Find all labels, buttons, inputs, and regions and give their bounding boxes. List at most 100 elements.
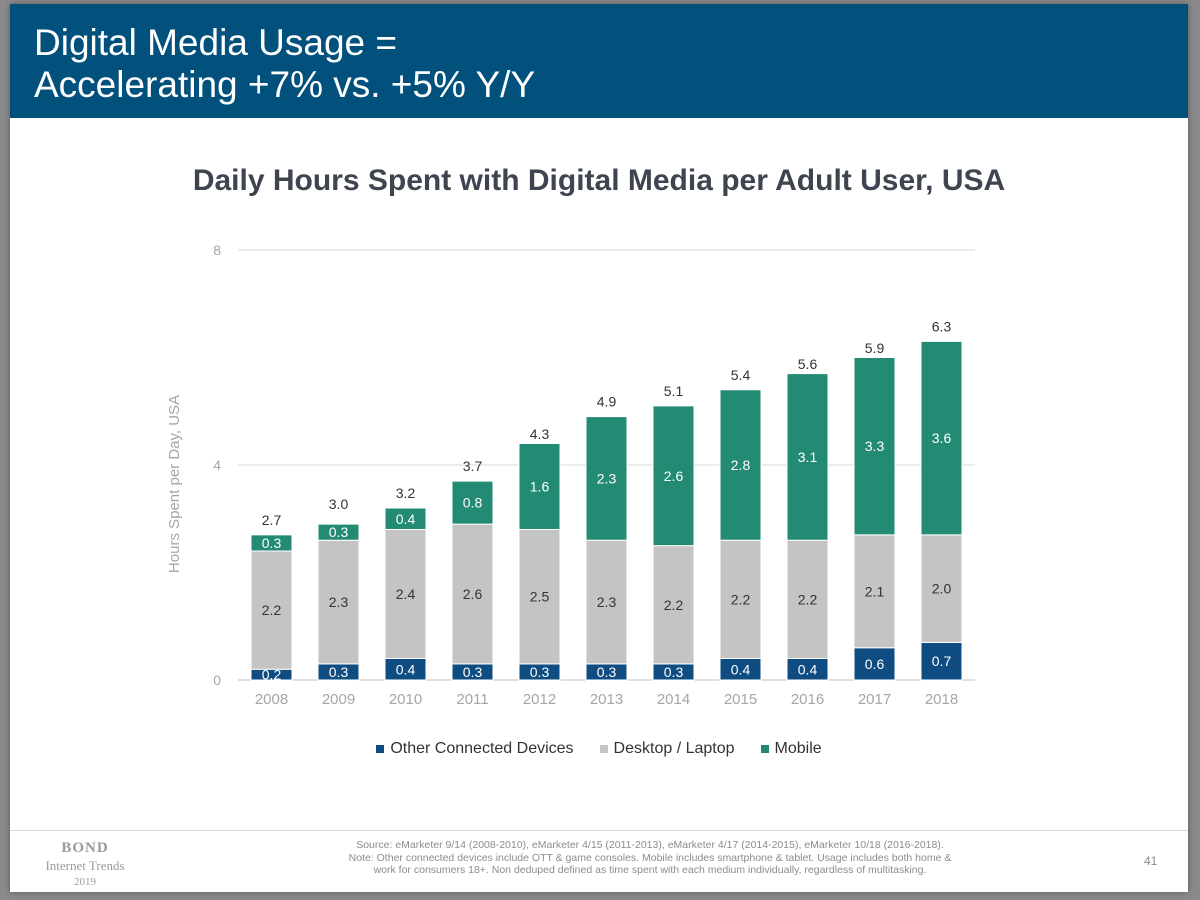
bar-desktop-laptop <box>317 539 360 665</box>
logo-subtitle: Internet Trends <box>45 858 125 873</box>
data-label-mobile: 3.6 <box>932 430 952 446</box>
bar-desktop-laptop <box>719 539 762 659</box>
data-label-other-connected-devices: 0.4 <box>798 661 818 677</box>
bond-logo: BOND Internet Trends 2019 <box>30 840 140 891</box>
logo-year: 2019 <box>74 876 96 888</box>
source-note: Source: eMarketer 9/14 (2008-2010), eMar… <box>310 839 990 877</box>
source-line-2: Note: Other connected devices include OT… <box>348 851 952 864</box>
total-label: 3.7 <box>463 458 483 474</box>
y-tick-label: 8 <box>213 242 221 258</box>
legend-swatch-other-devices <box>376 745 385 753</box>
bar-mobile <box>451 480 494 525</box>
y-tick-label: 4 <box>213 457 221 473</box>
bar-desktop-laptop <box>853 534 896 649</box>
slide: Digital Media Usage = Accelerating +7% v… <box>10 4 1188 892</box>
total-label: 2.7 <box>262 512 282 528</box>
data-label-mobile: 3.1 <box>798 449 818 465</box>
x-tick-label: 2010 <box>389 691 422 708</box>
data-label-desktop-laptop: 2.3 <box>329 594 349 610</box>
data-label-desktop-laptop: 2.2 <box>731 591 751 607</box>
header-banner: Digital Media Usage = Accelerating +7% v… <box>10 4 1188 118</box>
data-label-desktop-laptop: 2.6 <box>463 586 483 602</box>
data-label-mobile: 3.3 <box>865 438 885 454</box>
data-label-other-connected-devices: 0.3 <box>597 664 617 680</box>
bar-desktop-laptop <box>250 550 293 670</box>
data-label-mobile: 0.3 <box>262 535 282 551</box>
slide-title: Digital Media Usage = Accelerating +7% v… <box>34 22 1134 106</box>
data-label-other-connected-devices: 0.4 <box>396 661 416 677</box>
source-line-3: work for consumers 18+. Non deduped defi… <box>373 864 927 876</box>
x-tick-label: 2014 <box>657 691 690 708</box>
total-label: 4.9 <box>597 394 617 410</box>
legend-item-desktop-laptop: Desktop / Laptop <box>599 740 735 758</box>
x-tick-label: 2017 <box>858 691 891 708</box>
y-tick-label: 0 <box>213 672 221 688</box>
bar-desktop-laptop <box>585 539 628 665</box>
x-tick-label: 2008 <box>255 691 288 708</box>
data-label-other-connected-devices: 0.3 <box>664 664 684 680</box>
x-tick-label: 2018 <box>925 691 958 708</box>
bar-mobile <box>920 340 963 536</box>
source-line-1: Source: eMarketer 9/14 (2008-2010), eMar… <box>356 839 944 851</box>
y-axis-label: Hours Spent per Day, USA <box>166 395 183 573</box>
total-label: 5.6 <box>798 356 818 372</box>
data-label-desktop-laptop: 2.2 <box>664 597 684 613</box>
data-label-other-connected-devices: 0.2 <box>262 667 282 683</box>
bar-mobile <box>518 443 561 530</box>
bar-desktop-laptop <box>786 539 829 659</box>
x-tick-label: 2009 <box>322 691 355 708</box>
data-label-mobile: 1.6 <box>530 479 550 495</box>
x-tick-label: 2016 <box>791 691 824 708</box>
total-label: 6.3 <box>932 318 952 334</box>
total-label: 5.1 <box>664 383 684 399</box>
legend-item-other-devices: Other Connected Devices <box>376 740 574 758</box>
data-label-desktop-laptop: 2.1 <box>865 583 885 599</box>
data-label-desktop-laptop: 2.3 <box>597 594 617 610</box>
data-label-desktop-laptop: 2.4 <box>396 586 416 602</box>
data-label-other-connected-devices: 0.3 <box>530 664 550 680</box>
footer-divider <box>10 830 1188 831</box>
bar-mobile <box>853 357 896 536</box>
stacked-bar-chart: 0 4 8 Hours Spent per Day, USA 0.2 2.2 0.3 2.7 2… <box>166 242 975 708</box>
bar-other-connected-devices <box>920 641 963 681</box>
bar-mobile <box>250 534 293 552</box>
legend-swatch-mobile <box>760 745 769 753</box>
data-label-mobile: 0.8 <box>463 495 483 511</box>
bar-other-connected-devices <box>853 647 896 681</box>
logo-name: BOND <box>61 840 109 856</box>
legend-label-other-devices: Other Connected Devices <box>390 740 574 757</box>
data-label-other-connected-devices: 0.6 <box>865 656 885 672</box>
bar-mobile <box>719 389 762 541</box>
bar-mobile <box>384 507 427 530</box>
data-label-mobile: 2.6 <box>664 468 684 484</box>
data-label-mobile: 2.3 <box>597 470 617 486</box>
chart-legend: Other Connected Devices Desktop / Laptop… <box>10 740 1188 758</box>
bar-desktop-laptop <box>451 523 494 665</box>
bar-desktop-laptop <box>652 545 695 665</box>
x-tick-label: 2012 <box>523 691 556 708</box>
total-label: 5.9 <box>865 340 885 356</box>
data-label-desktop-laptop: 2.0 <box>932 581 952 597</box>
slide-title-line-1: Digital Media Usage = <box>34 22 397 63</box>
slide-title-line-2: Accelerating +7% vs. +5% Y/Y <box>34 64 536 105</box>
legend-label-mobile: Mobile <box>774 740 822 757</box>
bar-mobile <box>317 523 360 541</box>
total-label: 3.0 <box>329 496 349 512</box>
chart-title: Daily Hours Spent with Digital Media per… <box>192 164 1006 197</box>
data-label-mobile: 0.3 <box>329 524 349 540</box>
x-tick-label: 2015 <box>724 691 757 708</box>
total-label: 4.3 <box>530 426 550 442</box>
bar-mobile <box>652 405 695 547</box>
data-label-desktop-laptop: 2.2 <box>798 591 818 607</box>
total-label: 3.2 <box>396 485 416 501</box>
page-number: 41 <box>1144 854 1158 868</box>
data-label-other-connected-devices: 0.3 <box>463 664 483 680</box>
bar-mobile <box>786 373 829 541</box>
x-tick-label: 2011 <box>456 691 488 708</box>
total-label: 5.4 <box>731 367 751 383</box>
data-label-mobile: 0.4 <box>396 511 416 527</box>
legend-label-desktop-laptop: Desktop / Laptop <box>613 740 735 757</box>
bar-mobile <box>585 416 628 541</box>
legend-swatch-desktop-laptop <box>599 745 608 753</box>
bar-desktop-laptop <box>920 534 963 643</box>
